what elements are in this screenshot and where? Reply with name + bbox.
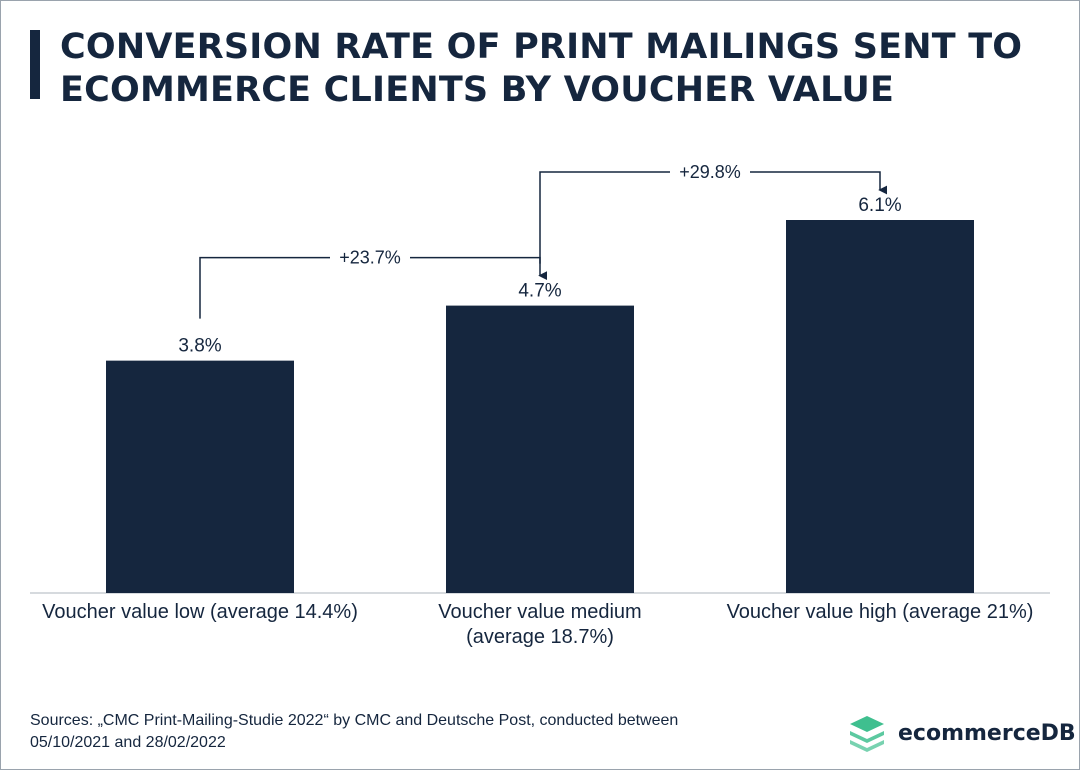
value-label-low: 3.8% [178,336,221,357]
growth-connector-1-left [199,256,330,319]
growth-label-1: +23.7% [339,248,401,268]
ecommercedb-logo: ecommerceDB [848,714,1076,752]
title-line-1: CONVERSION RATE OF PRINT MAILINGS SENT T… [60,27,1023,67]
source-note: Sources: „CMC Print-Mailing-Studie 2022“… [30,710,790,754]
stacked-layers-icon [850,716,884,752]
logo-text: ecommerceDB [898,720,1076,746]
category-label-low: Voucher value low (average 14.4%) [20,600,380,625]
category-label-medium-line-1: Voucher value medium [438,601,642,623]
source-line-2: 05/10/2021 and 28/02/2022 [30,734,226,751]
page-title: CONVERSION RATE OF PRINT MAILINGS SENT T… [60,26,1040,112]
growth-connector-1-arrow [410,256,548,281]
category-label-high: Voucher value high (average 21%) [700,600,1060,625]
category-label-medium-line-2: (average 18.7%) [466,626,614,648]
annotations-group: +23.7% +29.8% [199,162,888,319]
value-labels-group: 3.8% 4.7% 6.1% [178,195,901,357]
category-label-medium: Voucher value medium (average 18.7%) [360,600,720,650]
title-accent-bar [30,30,40,99]
bar-medium [446,305,634,593]
category-label-high-line-1: Voucher value high (average 21%) [726,601,1034,623]
value-label-high: 6.1% [858,195,901,216]
source-line-1: Sources: „CMC Print-Mailing-Studie 2022“… [30,712,679,729]
bar-low [106,360,294,593]
bars-group [106,220,974,593]
bar-high [786,220,974,593]
title-line-2: ECOMMERCE CLIENTS BY VOUCHER VALUE [60,70,895,110]
value-label-medium: 4.7% [518,281,561,302]
growth-connector-2-arrow [750,171,888,195]
growth-connector-2-left [539,171,670,264]
growth-label-2: +29.8% [679,162,741,182]
category-label-low-line-1: Voucher value low (average 14.4%) [42,601,358,623]
